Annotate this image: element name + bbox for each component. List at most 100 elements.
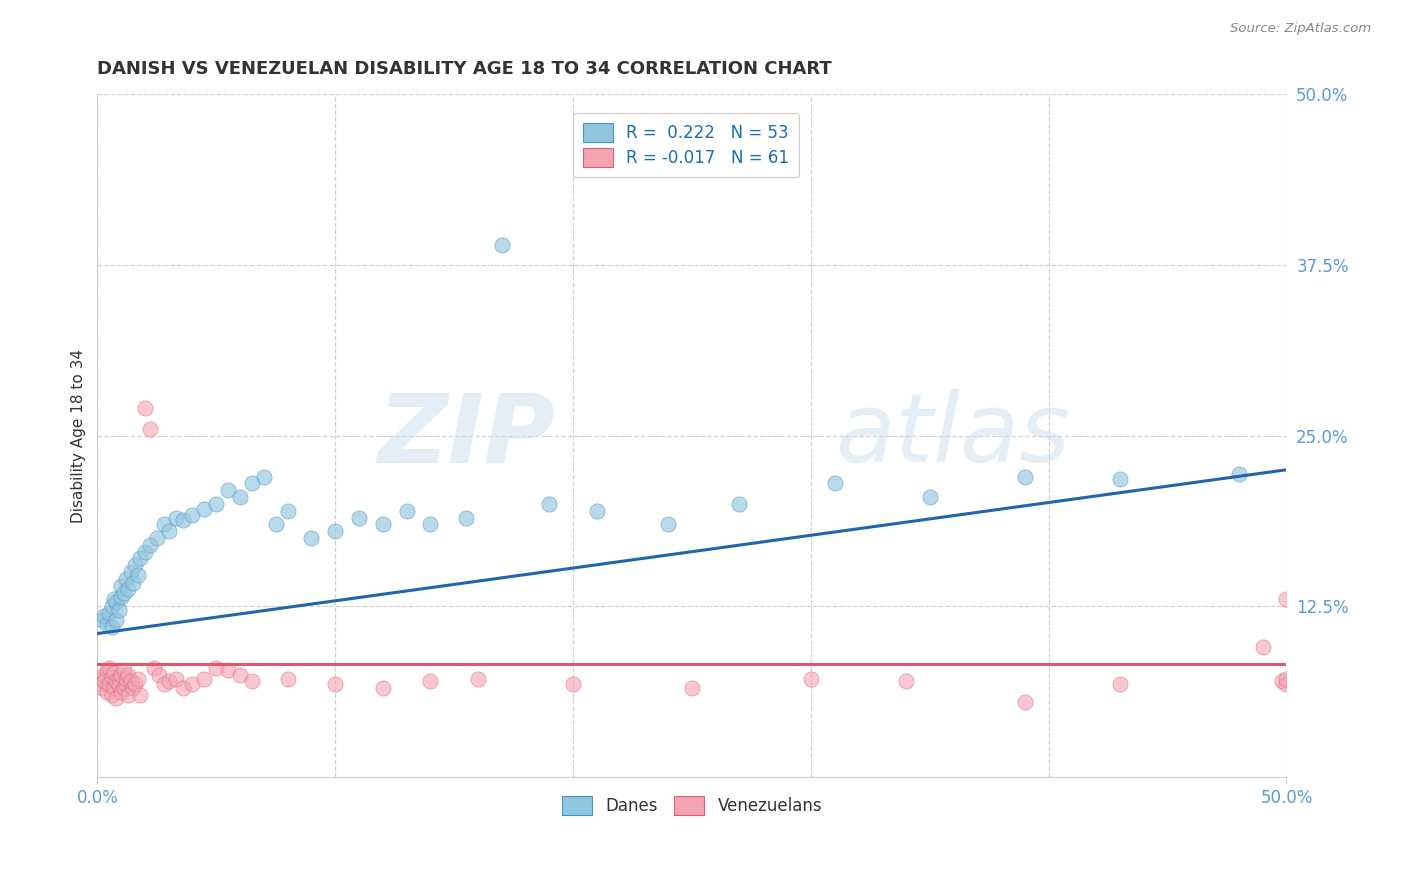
Point bbox=[112, 585, 135, 599]
Point bbox=[217, 483, 239, 498]
Point bbox=[105, 674, 128, 689]
Point bbox=[110, 667, 132, 681]
Point bbox=[107, 672, 129, 686]
Point bbox=[205, 661, 228, 675]
Point bbox=[129, 551, 152, 566]
Point bbox=[165, 510, 187, 524]
Point bbox=[124, 677, 146, 691]
Point bbox=[100, 688, 122, 702]
Point bbox=[117, 688, 139, 702]
Point bbox=[229, 490, 252, 504]
Text: ZIP: ZIP bbox=[377, 389, 555, 483]
Point bbox=[115, 572, 138, 586]
Point bbox=[91, 681, 114, 695]
Point bbox=[146, 531, 169, 545]
Point bbox=[585, 504, 607, 518]
Point bbox=[347, 510, 370, 524]
Point bbox=[894, 674, 917, 689]
Point bbox=[371, 681, 394, 695]
Point bbox=[657, 517, 679, 532]
Point bbox=[1275, 592, 1298, 607]
Point bbox=[323, 677, 346, 691]
Point bbox=[96, 685, 118, 699]
Point bbox=[110, 685, 132, 699]
Legend: Danes, Venezuelans: Danes, Venezuelans bbox=[554, 788, 831, 823]
Point bbox=[1251, 640, 1274, 655]
Point bbox=[115, 672, 138, 686]
Point bbox=[129, 688, 152, 702]
Point bbox=[172, 681, 194, 695]
Text: Source: ZipAtlas.com: Source: ZipAtlas.com bbox=[1230, 22, 1371, 36]
Point bbox=[800, 672, 823, 686]
Point bbox=[107, 678, 129, 692]
Point bbox=[1109, 472, 1132, 486]
Point bbox=[103, 592, 125, 607]
Point bbox=[103, 666, 125, 681]
Point bbox=[134, 401, 156, 416]
Y-axis label: Disability Age 18 to 34: Disability Age 18 to 34 bbox=[72, 349, 86, 523]
Point bbox=[122, 681, 145, 695]
Point bbox=[153, 677, 176, 691]
Point bbox=[112, 664, 135, 678]
Point bbox=[89, 677, 111, 691]
Point bbox=[277, 504, 299, 518]
Point bbox=[264, 517, 287, 532]
Point bbox=[98, 677, 121, 691]
Point bbox=[1014, 469, 1036, 483]
Point bbox=[491, 237, 513, 252]
Point bbox=[138, 422, 160, 436]
Point bbox=[120, 674, 142, 689]
Point bbox=[240, 674, 263, 689]
Point bbox=[127, 567, 149, 582]
Point bbox=[127, 672, 149, 686]
Point bbox=[419, 674, 441, 689]
Point bbox=[1014, 695, 1036, 709]
Point bbox=[93, 667, 115, 681]
Point bbox=[115, 677, 138, 691]
Point bbox=[454, 510, 477, 524]
Point bbox=[91, 613, 114, 627]
Point bbox=[181, 508, 204, 522]
Point bbox=[100, 599, 122, 614]
Point bbox=[172, 513, 194, 527]
Point bbox=[538, 497, 561, 511]
Point bbox=[323, 524, 346, 539]
Point bbox=[153, 517, 176, 532]
Point bbox=[148, 667, 170, 681]
Point bbox=[1275, 672, 1298, 686]
Point bbox=[277, 672, 299, 686]
Point bbox=[467, 672, 489, 686]
Point bbox=[1109, 677, 1132, 691]
Point bbox=[918, 490, 941, 504]
Text: atlas: atlas bbox=[835, 389, 1070, 483]
Point bbox=[395, 504, 418, 518]
Point bbox=[229, 667, 252, 681]
Point bbox=[124, 558, 146, 573]
Text: DANISH VS VENEZUELAN DISABILITY AGE 18 TO 34 CORRELATION CHART: DANISH VS VENEZUELAN DISABILITY AGE 18 T… bbox=[97, 60, 832, 78]
Point bbox=[91, 672, 114, 686]
Point bbox=[100, 620, 122, 634]
Point bbox=[165, 672, 187, 686]
Point bbox=[96, 664, 118, 678]
Point bbox=[181, 677, 204, 691]
Point bbox=[93, 608, 115, 623]
Point bbox=[112, 681, 135, 695]
Point bbox=[117, 582, 139, 596]
Point bbox=[193, 502, 215, 516]
Point bbox=[107, 603, 129, 617]
Point bbox=[96, 617, 118, 632]
Point bbox=[1275, 677, 1298, 691]
Point bbox=[193, 672, 215, 686]
Point bbox=[93, 674, 115, 689]
Point bbox=[205, 497, 228, 511]
Point bbox=[371, 517, 394, 532]
Point bbox=[105, 613, 128, 627]
Point bbox=[253, 469, 276, 483]
Point bbox=[562, 677, 585, 691]
Point bbox=[1271, 674, 1294, 689]
Point bbox=[134, 544, 156, 558]
Point bbox=[143, 661, 166, 675]
Point bbox=[681, 681, 703, 695]
Point bbox=[157, 524, 180, 539]
Point bbox=[105, 595, 128, 609]
